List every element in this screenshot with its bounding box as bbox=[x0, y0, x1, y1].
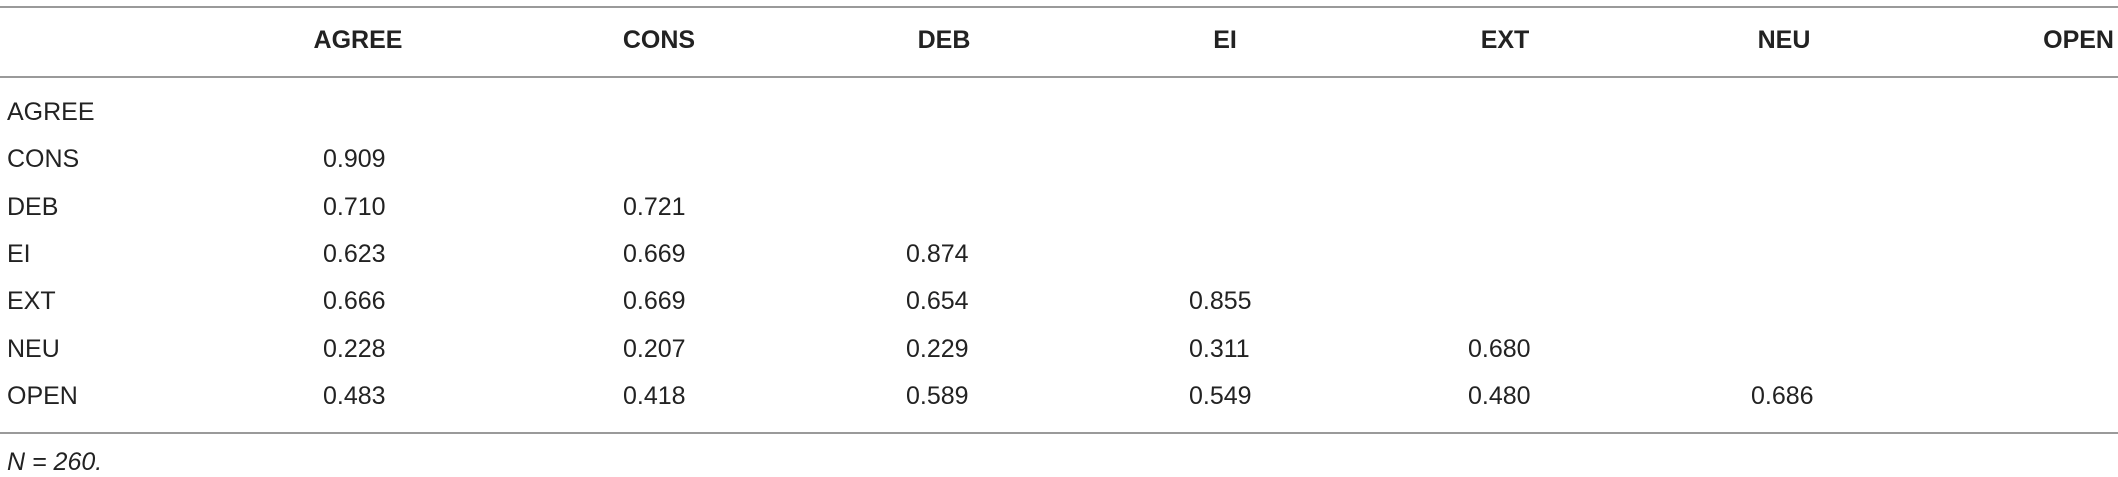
row-label: OPEN bbox=[7, 381, 78, 410]
table-cell: 0.483 bbox=[323, 381, 386, 410]
row-label: EI bbox=[7, 239, 31, 268]
row-label: AGREE bbox=[7, 98, 95, 126]
table-cell: 0.710 bbox=[323, 192, 386, 221]
table-cell: 0.480 bbox=[1468, 381, 1531, 410]
table-cell: 0.666 bbox=[323, 287, 386, 316]
row-label: DEB bbox=[7, 192, 59, 221]
column-header: EXT bbox=[1480, 26, 1530, 54]
row-label: NEU bbox=[7, 334, 60, 363]
column-header: CONS bbox=[622, 26, 696, 54]
table-cell: 0.855 bbox=[1189, 287, 1252, 316]
row-label: EXT bbox=[7, 287, 56, 316]
table-cell: 0.549 bbox=[1189, 381, 1252, 410]
column-header: OPEN bbox=[2043, 26, 2114, 54]
table-cell: 0.589 bbox=[906, 381, 969, 410]
top-rule bbox=[0, 6, 2118, 8]
table-cell: 0.229 bbox=[906, 334, 969, 363]
table-cell: 0.680 bbox=[1468, 334, 1531, 363]
table-cell: 0.207 bbox=[623, 334, 686, 363]
column-header: AGREE bbox=[313, 26, 403, 54]
table-note: N = 260. bbox=[7, 448, 103, 476]
column-header: DEB bbox=[917, 26, 971, 54]
table-cell: 0.669 bbox=[623, 287, 686, 316]
table-cell: 0.669 bbox=[623, 239, 686, 268]
column-header: NEU bbox=[1757, 26, 1811, 54]
table-cell: 0.909 bbox=[323, 145, 386, 174]
row-label: CONS bbox=[7, 145, 80, 174]
table-cell: 0.228 bbox=[323, 334, 386, 363]
header-rule bbox=[0, 76, 2118, 78]
table-cell: 0.418 bbox=[623, 381, 686, 410]
table-cell: 0.623 bbox=[323, 239, 386, 268]
table-cell: 0.654 bbox=[906, 287, 969, 316]
table-cell: 0.721 bbox=[623, 192, 686, 221]
column-header: EI bbox=[1213, 26, 1237, 54]
table-cell: 0.874 bbox=[906, 239, 969, 268]
bottom-rule bbox=[0, 432, 2118, 434]
table-cell: 0.311 bbox=[1189, 334, 1250, 363]
table-cell: 0.686 bbox=[1751, 381, 1814, 410]
